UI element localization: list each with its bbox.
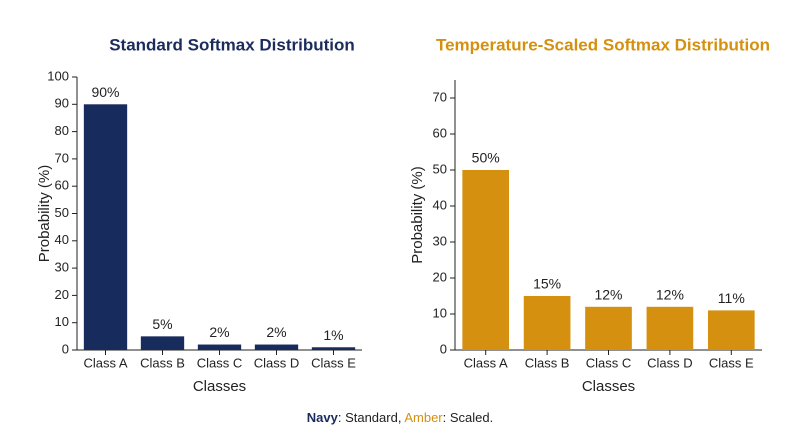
bar	[197, 344, 242, 350]
bar	[311, 347, 356, 350]
bar	[523, 296, 571, 350]
value-label: 12%	[594, 287, 622, 303]
chart-title: Standard Softmax Distribution	[109, 35, 355, 54]
y-tick-label: 20	[55, 287, 69, 302]
bar	[585, 306, 632, 350]
bar	[707, 310, 755, 350]
y-tick-label: 40	[433, 197, 447, 212]
bar	[140, 336, 185, 350]
y-tick-label: 20	[433, 269, 447, 284]
x-tick-label: Class E	[311, 355, 356, 370]
y-tick-label: 90	[55, 96, 69, 111]
value-label: 2%	[266, 324, 286, 340]
y-tick-label: 10	[433, 305, 447, 320]
y-tick-label: 60	[433, 125, 447, 140]
x-axis-label: Classes	[193, 378, 246, 395]
x-tick-label: Class E	[709, 355, 754, 370]
x-tick-label: Class B	[140, 355, 185, 370]
y-tick-label: 80	[55, 123, 69, 138]
x-tick-label: Class D	[254, 355, 300, 370]
value-label: 15%	[533, 276, 561, 292]
value-label: 2%	[209, 324, 229, 340]
y-tick-label: 70	[55, 150, 69, 165]
y-axis-label: Probability (%)	[409, 166, 426, 264]
x-axis-label: Classes	[582, 378, 635, 395]
caption: Navy: Standard, Amber: Scaled.	[307, 410, 493, 425]
y-tick-label: 70	[433, 89, 447, 104]
y-tick-label: 30	[433, 233, 447, 248]
value-label: 5%	[152, 316, 172, 332]
caption-part: : Scaled.	[443, 410, 494, 425]
bar	[646, 306, 694, 350]
y-tick-label: 0	[62, 341, 69, 356]
y-axis-label: Probability (%)	[36, 165, 53, 263]
bar	[462, 170, 510, 350]
y-tick-label: 10	[55, 314, 69, 329]
x-tick-label: Class D	[647, 355, 693, 370]
y-tick-label: 100	[47, 68, 69, 83]
bar	[83, 104, 128, 350]
value-label: 1%	[323, 327, 343, 343]
chart-title: Temperature-Scaled Softmax Distribution	[436, 35, 770, 54]
y-tick-label: 0	[440, 341, 447, 356]
y-tick-label: 40	[55, 232, 69, 247]
y-tick-label: 50	[55, 205, 69, 220]
x-tick-label: Class C	[586, 355, 632, 370]
caption-part: : Standard,	[338, 410, 405, 425]
x-tick-label: Class A	[464, 355, 508, 370]
x-tick-label: Class A	[83, 355, 127, 370]
caption-part: Amber	[404, 410, 443, 425]
y-tick-label: 60	[55, 178, 69, 193]
value-label: 12%	[656, 287, 684, 303]
value-label: 90%	[91, 84, 119, 100]
y-tick-label: 50	[433, 161, 447, 176]
value-label: 11%	[718, 290, 745, 306]
x-tick-label: Class B	[525, 355, 570, 370]
x-tick-label: Class C	[197, 355, 243, 370]
caption-part: Navy	[307, 410, 339, 425]
bar	[254, 344, 299, 350]
value-label: 50%	[472, 150, 500, 166]
y-tick-label: 30	[55, 260, 69, 275]
